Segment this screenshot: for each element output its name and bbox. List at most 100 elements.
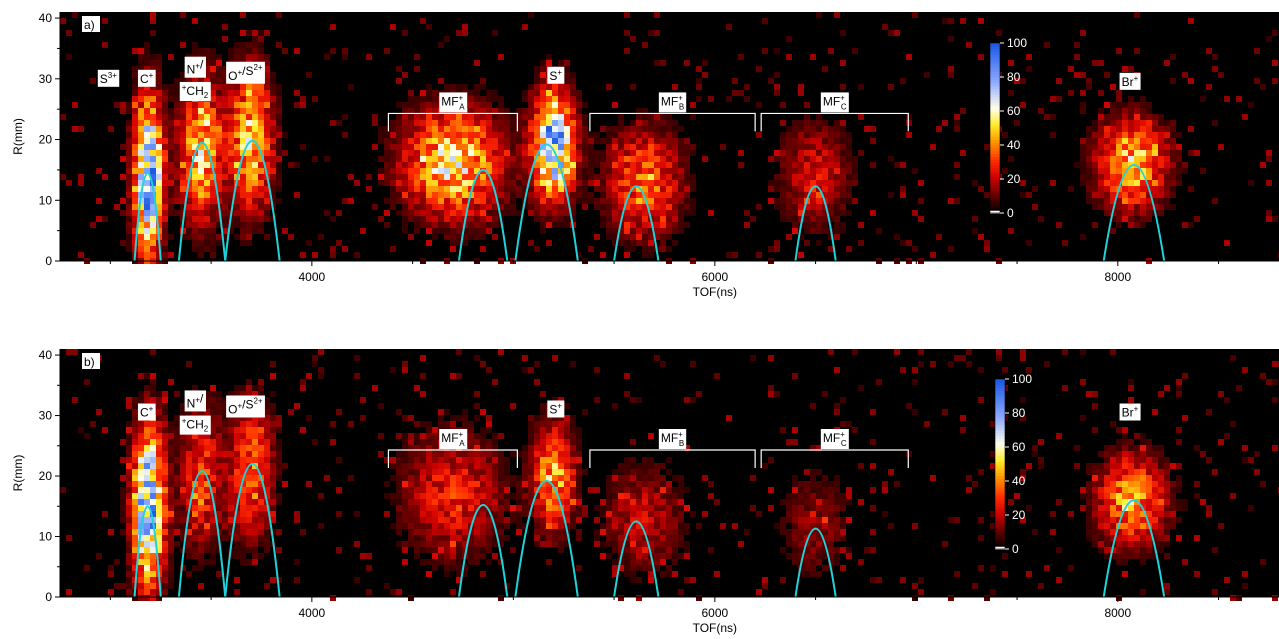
- heatmap-cell: [558, 535, 564, 541]
- heatmap-cell: [1266, 156, 1272, 162]
- heatmap-cell: [666, 138, 672, 144]
- heatmap-cell: [234, 120, 240, 126]
- heatmap-cell: [504, 150, 510, 156]
- heatmap-cell: [384, 583, 390, 589]
- heatmap-cell: [492, 156, 498, 162]
- heatmap-cell: [180, 120, 186, 126]
- heatmap-cell: [654, 355, 660, 361]
- heatmap-cell: [222, 150, 228, 156]
- heatmap-cell: [264, 114, 270, 120]
- heatmap-cell: [252, 439, 258, 445]
- heatmap-cell: [444, 421, 450, 427]
- heatmap-cell: [432, 481, 438, 487]
- heatmap-cell: [1068, 186, 1074, 192]
- heatmap-cell: [672, 186, 678, 192]
- heatmap-cell: [846, 162, 852, 168]
- bracket-label-main: MF: [441, 94, 458, 108]
- heatmap-cell: [1122, 138, 1128, 144]
- heatmap-cell: [582, 138, 588, 144]
- heatmap-cell: [1236, 96, 1242, 102]
- heatmap-cell: [144, 499, 150, 505]
- heatmap-cell: [666, 198, 672, 204]
- heatmap-cell: [804, 571, 810, 577]
- heatmap-cell: [222, 469, 228, 475]
- heatmap-cell: [390, 162, 396, 168]
- heatmap-cell: [462, 144, 468, 150]
- heatmap-cell: [198, 192, 204, 198]
- heatmap-cell: [222, 78, 228, 84]
- heatmap-cell: [576, 180, 582, 186]
- heatmap-cell: [486, 481, 492, 487]
- heatmap-cell: [252, 529, 258, 535]
- y-tick-label: 20: [39, 133, 53, 147]
- heatmap-cell: [828, 198, 834, 204]
- heatmap-cell: [636, 168, 642, 174]
- heatmap-cell: [792, 126, 798, 132]
- heatmap-cell: [504, 120, 510, 126]
- heatmap-cell: [822, 138, 828, 144]
- heatmap-cell: [276, 102, 282, 108]
- heatmap-cell: [198, 240, 204, 246]
- heatmap-cell: [492, 553, 498, 559]
- heatmap-cell: [462, 475, 468, 481]
- heatmap-cell: [420, 162, 426, 168]
- heatmap-cell: [264, 72, 270, 78]
- heatmap-cell: [204, 48, 210, 54]
- heatmap-cell: [780, 198, 786, 204]
- heatmap-cell: [798, 499, 804, 505]
- colorbar-swatch: [990, 125, 1000, 129]
- heatmap-cell: [162, 433, 168, 439]
- heatmap-cell: [504, 162, 510, 168]
- heatmap-cell: [540, 102, 546, 108]
- heatmap-cell: [258, 42, 264, 48]
- heatmap-cell: [534, 457, 540, 463]
- heatmap-cell: [624, 156, 630, 162]
- heatmap-cell: [504, 523, 510, 529]
- heatmap-cell: [282, 132, 288, 138]
- heatmap-cell: [414, 439, 420, 445]
- heatmap-cell: [576, 529, 582, 535]
- ion-label-main: O: [228, 69, 237, 83]
- heatmap-cell: [366, 565, 372, 571]
- heatmap-cell: [240, 523, 246, 529]
- heatmap-cell: [384, 481, 390, 487]
- heatmap-cell: [270, 114, 276, 120]
- heatmap-cell: [60, 114, 66, 120]
- heatmap-cell: [522, 126, 528, 132]
- heatmap-cell: [438, 457, 444, 463]
- heatmap-cell: [426, 126, 432, 132]
- heatmap-cell: [564, 517, 570, 523]
- heatmap-cell: [426, 523, 432, 529]
- heatmap-cell: [1266, 180, 1272, 186]
- heatmap-cell: [462, 463, 468, 469]
- heatmap-cell: [960, 108, 966, 114]
- heatmap-cell: [564, 469, 570, 475]
- heatmap-cell: [132, 409, 138, 415]
- heatmap-cell: [618, 240, 624, 246]
- heatmap-cell: [450, 132, 456, 138]
- heatmap-cell: [252, 523, 258, 529]
- heatmap-cell: [642, 42, 648, 48]
- heatmap-cell: [258, 505, 264, 511]
- heatmap-cell: [252, 559, 258, 565]
- heatmap-cell: [258, 451, 264, 457]
- heatmap-cell: [186, 547, 192, 553]
- heatmap-cell: [534, 505, 540, 511]
- heatmap-cell: [588, 150, 594, 156]
- heatmap-cell: [336, 240, 342, 246]
- heatmap-cell: [522, 487, 528, 493]
- heatmap-cell: [474, 517, 480, 523]
- heatmap-cell: [618, 547, 624, 553]
- heatmap-cell: [420, 174, 426, 180]
- heatmap-cell: [540, 114, 546, 120]
- heatmap-cell: [828, 132, 834, 138]
- heatmap-cell: [492, 505, 498, 511]
- heatmap-cell: [906, 240, 912, 246]
- heatmap-cell: [402, 198, 408, 204]
- ion-label-suffix: /S: [242, 64, 253, 78]
- heatmap-cell: [246, 379, 252, 385]
- heatmap-cell: [474, 493, 480, 499]
- heatmap-cell: [1020, 102, 1026, 108]
- heatmap-cell: [258, 156, 264, 162]
- heatmap-cell: [66, 30, 72, 36]
